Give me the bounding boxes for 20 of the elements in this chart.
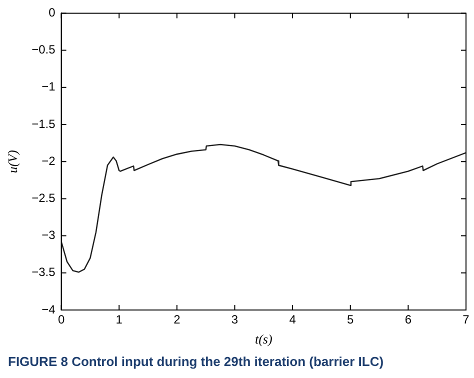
y-tick-label: −2.5 [32, 191, 56, 206]
y-tick-label: −3.5 [32, 265, 56, 280]
y-tick-label: −0.5 [32, 42, 56, 57]
x-tick-label: 3 [231, 312, 238, 327]
x-tick-label: 1 [116, 312, 123, 327]
x-axis-title: t(s) [254, 332, 272, 347]
y-axis-title: u(V) [5, 150, 20, 174]
x-tick-label: 2 [174, 312, 181, 327]
x-tick-label: 0 [58, 312, 65, 327]
x-tick-label: 7 [462, 312, 470, 327]
y-tick-label: −3 [42, 228, 56, 242]
caption: FIGURE 8 Control input during the 29th iteration (barrier ILC) [7, 354, 385, 369]
y-tick-label: −1 [42, 80, 56, 94]
x-tick-label: 4 [289, 312, 296, 327]
x-tick-label: 6 [404, 312, 412, 327]
y-tick-label: −4 [42, 302, 56, 316]
y-tick-label: 0 [48, 6, 56, 20]
y-tick-label: −2 [42, 154, 56, 168]
y-tick-label: −1.5 [32, 116, 56, 131]
x-tick-label: 5 [347, 312, 354, 327]
